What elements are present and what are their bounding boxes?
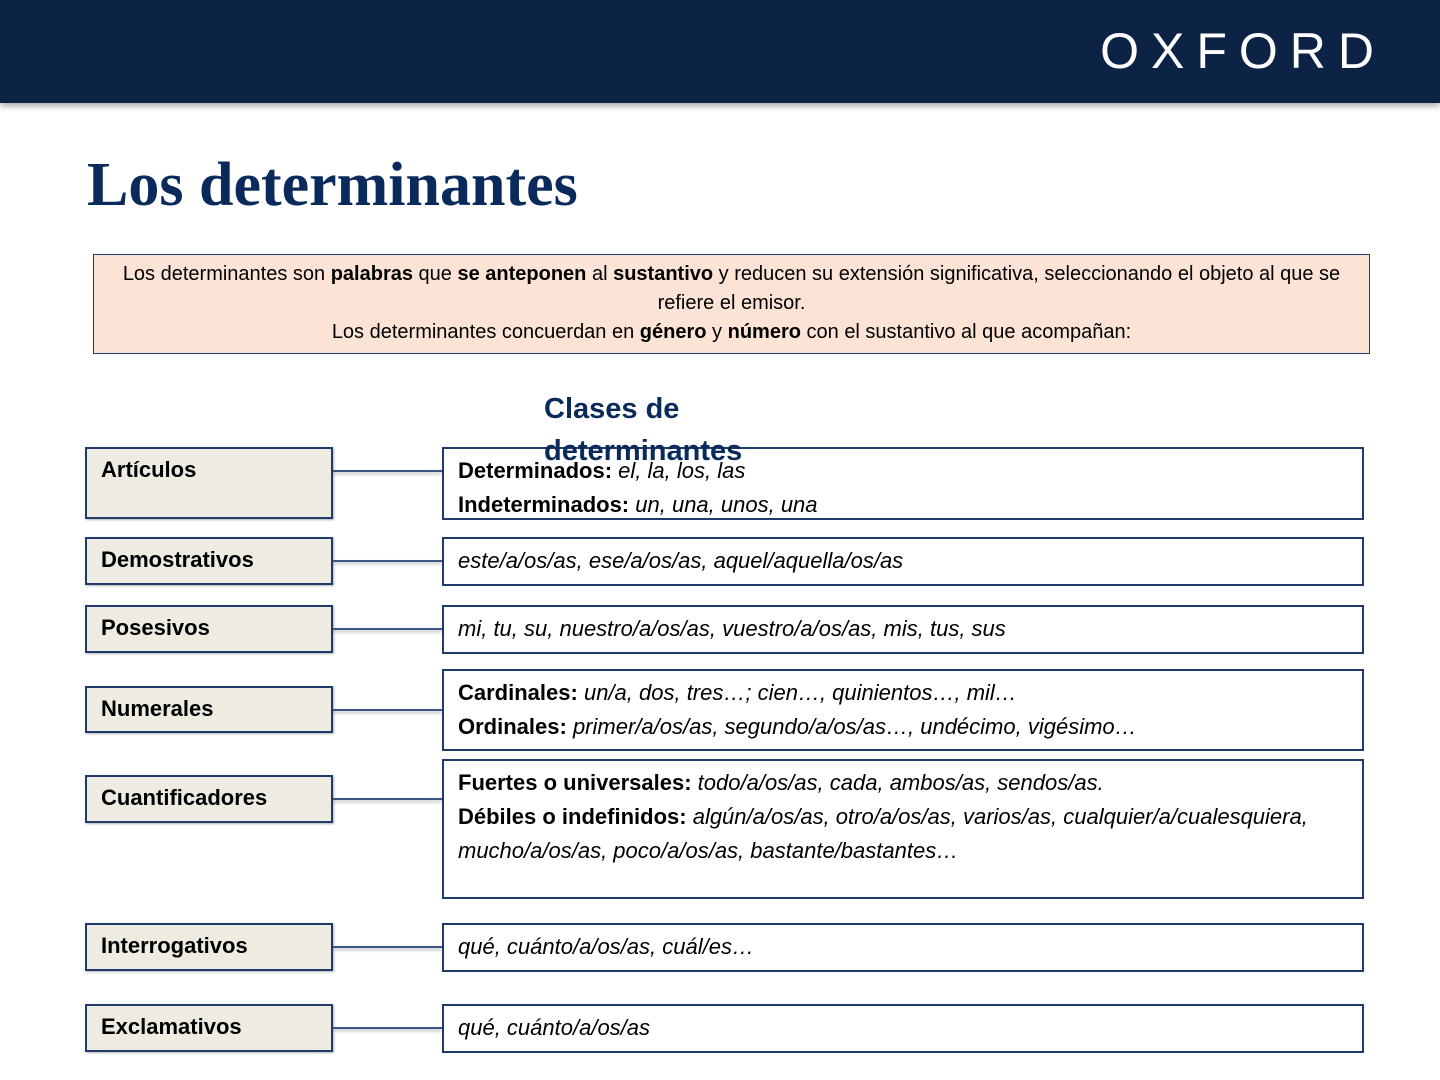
row-label: Exclamativos [85,1004,333,1052]
term: Ordinales: [458,714,567,739]
examples: este/a/os/as, ese/a/os/as, aquel/aquella… [458,548,904,573]
connector [333,470,442,472]
content-line: Cardinales: un/a, dos, tres…; cien…, qui… [458,676,1348,710]
bold-text: género [639,321,707,343]
connector [333,560,442,562]
examples: el, la, los, las [618,458,746,483]
content-line: qué, cuánto/a/os/as [458,1011,1348,1045]
text: Los determinantes son [122,263,331,285]
title: Los determinantes [87,151,578,219]
row-label: Posesivos [85,605,333,653]
text: que [412,263,458,285]
content-line: Determinados: el, la, los, las [458,454,1348,488]
row-content: qué, cuánto/a/os/as, cuál/es… [442,923,1364,972]
term: Cardinales: [458,680,578,705]
connector [333,709,442,711]
text: y reducen su extensión significativa, se… [657,263,1341,314]
row-content: este/a/os/as, ese/a/os/as, aquel/aquella… [442,537,1364,586]
header-bar: OXFORD [0,0,1440,103]
examples: primer/a/os/as, segundo/a/os/as…, undéci… [572,714,1137,739]
term: Determinados: [458,458,613,483]
text: al [586,263,614,285]
content-line: Débiles o indefinidos: algún/a/os/as, ot… [458,800,1348,868]
examples: algún/a/os/as, otro/a/os/as, varios/as, … [458,804,1308,863]
row-label: Demostrativos [85,537,333,585]
logo: OXFORD [1100,23,1386,79]
term: Fuertes o universales: [458,770,692,795]
content-line: este/a/os/as, ese/a/os/as, aquel/aquella… [458,544,1348,578]
row-content: Cardinales: un/a, dos, tres…; cien…, qui… [442,669,1364,751]
connector [333,798,442,800]
row-label: Cuantificadores [85,775,333,823]
bold-text: se anteponen [457,263,587,285]
row-label: Numerales [85,686,333,733]
row-content: Fuertes o universales: todo/a/os/as, cad… [442,759,1364,899]
row-content: mi, tu, su, nuestro/a/os/as, vuestro/a/o… [442,605,1364,654]
section-title: Clases de determinantes [544,393,743,467]
connector [333,946,442,948]
content-line: Ordinales: primer/a/os/as, segundo/a/os/… [458,710,1348,744]
content-line: qué, cuánto/a/os/as, cuál/es… [458,930,1348,964]
row-label: Interrogativos [85,923,333,971]
examples: qué, cuánto/a/os/as [458,1015,651,1040]
examples: mi, tu, su, nuestro/a/os/as, vuestro/a/o… [458,616,1006,641]
examples: todo/a/os/as, cada, ambos/as, sendos/as. [697,770,1104,795]
bold-text: número [727,321,801,343]
term: Indeterminados: [458,492,630,517]
row-content: Determinados: el, la, los, las Indetermin… [442,447,1364,520]
examples: un, una, unos, una [635,492,818,517]
content-line: mi, tu, su, nuestro/a/os/as, vuestro/a/o… [458,612,1348,646]
connector [333,1027,442,1029]
term: Débiles o indefinidos: [458,804,687,829]
content-line: Fuertes o universales: todo/a/os/as, cad… [458,766,1348,800]
text: y [706,321,728,343]
intro-box: Los determinantes son palabras que se an… [93,254,1370,354]
text: con el sustantivo al que acompañan: [800,321,1132,343]
text: Los determinantes concuerdan en [331,321,640,343]
examples: qué, cuánto/a/os/as, cuál/es… [458,934,754,959]
bold-text: sustantivo [613,263,714,285]
row-content: qué, cuánto/a/os/as [442,1004,1364,1053]
intro-paragraph: Los determinantes son palabras que se an… [114,260,1349,318]
content-line: Indeterminados: un, una, unos, una [458,488,1348,522]
connector [333,628,442,630]
examples: un/a, dos, tres…; cien…, quinientos…, mi… [583,680,1017,705]
intro-paragraph: Los determinantes concuerdan en género y… [114,318,1349,347]
row-label: Artículos [85,447,333,519]
bold-text: palabras [330,263,413,285]
